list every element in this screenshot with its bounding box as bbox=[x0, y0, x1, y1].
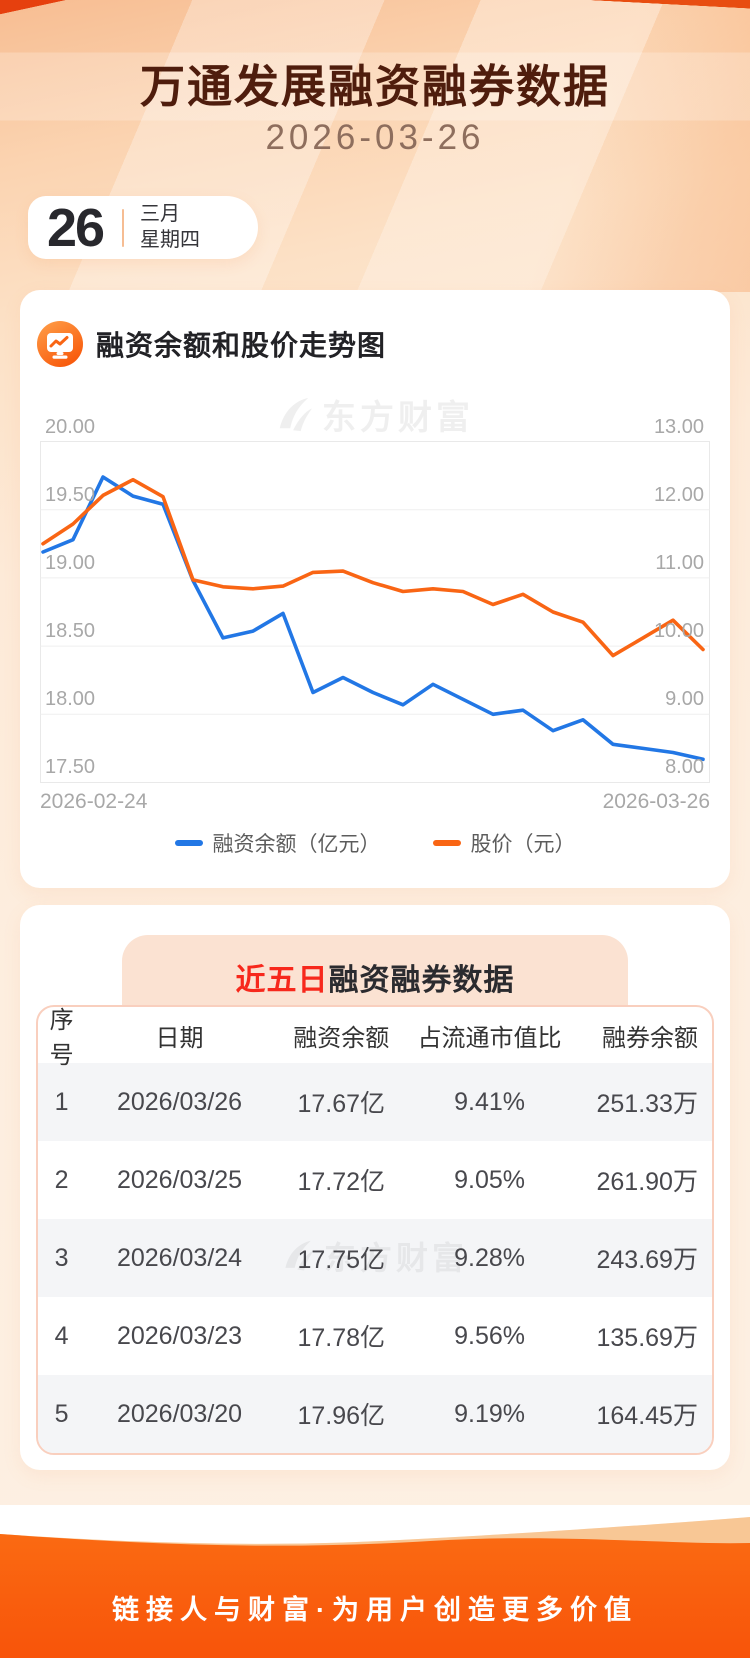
legend-label: 股价（元） bbox=[471, 828, 576, 858]
table-cell: 251.33万 bbox=[570, 1084, 712, 1120]
column-header: 融券余额 bbox=[570, 1018, 712, 1053]
table-row: 42026/03/2317.78亿9.56%135.69万 bbox=[38, 1297, 712, 1375]
y-axis-right-label: 10.00 bbox=[654, 618, 704, 644]
y-axis-left-label: 17.50 bbox=[45, 754, 95, 780]
table-cell: 164.45万 bbox=[570, 1396, 712, 1432]
watermark-chart: 东方财富 bbox=[20, 390, 730, 439]
table-cell: 2026/03/26 bbox=[85, 1088, 274, 1117]
date-card-divider bbox=[122, 209, 124, 247]
trend-chart bbox=[40, 441, 710, 783]
table-cell: 135.69万 bbox=[570, 1318, 712, 1354]
y-axis-right-label: 11.00 bbox=[655, 550, 704, 576]
corner-accent-top-right bbox=[540, 0, 750, 11]
table-cell: 17.72亿 bbox=[274, 1162, 409, 1198]
page-title: 万通发展融资融券数据 bbox=[0, 50, 750, 115]
table-cell: 2026/03/25 bbox=[85, 1166, 274, 1195]
footer: 链接人与财富·为用户创造更多价值 bbox=[0, 1505, 750, 1658]
column-header: 序号 bbox=[38, 1005, 85, 1070]
table-cell: 2026/03/23 bbox=[85, 1322, 274, 1351]
plot-border bbox=[41, 442, 710, 783]
chart-section-title: 融资余额和股价走势图 bbox=[96, 324, 386, 364]
table-cell: 17.96亿 bbox=[274, 1396, 409, 1432]
corner-accent-top-left bbox=[0, 0, 74, 16]
series-line-0 bbox=[43, 477, 703, 759]
table-cell: 9.05% bbox=[409, 1166, 571, 1195]
y-axis-left-label: 18.50 bbox=[45, 618, 95, 644]
table-cell: 17.67亿 bbox=[274, 1084, 409, 1120]
column-header: 占流通市值比 bbox=[409, 1018, 571, 1053]
series-line-1 bbox=[43, 480, 703, 656]
chart-monitor-icon bbox=[37, 321, 83, 367]
y-axis-left-label: 19.00 bbox=[45, 550, 95, 576]
table-header-row: 序号 日期 融资余额 占流通市值比 融券余额 bbox=[38, 1007, 712, 1063]
y-axis-left-label: 19.50 bbox=[45, 482, 95, 508]
table-cell: 17.78亿 bbox=[274, 1318, 409, 1354]
table-row: 32026/03/2417.75亿9.28%243.69万 bbox=[38, 1219, 712, 1297]
date-card-day: 26 bbox=[28, 197, 122, 259]
table-body: 12026/03/2617.67亿9.41%251.33万22026/03/25… bbox=[38, 1063, 712, 1453]
y-axis-right-label: 9.00 bbox=[665, 686, 704, 712]
legend-label: 融资余额（亿元） bbox=[213, 828, 381, 858]
table-cell: 9.28% bbox=[409, 1244, 571, 1273]
table-row: 52026/03/2017.96亿9.19%164.45万 bbox=[38, 1375, 712, 1453]
x-axis-end-label: 2026-03-26 bbox=[603, 790, 710, 814]
footer-slogan: 链接人与财富·为用户创造更多价值 bbox=[0, 1588, 750, 1627]
table-section-title: 近五日融资融券数据 bbox=[122, 955, 628, 999]
table-card: 近五日融资融券数据 序号 日期 融资余额 占流通市值比 融券余额 12026/0… bbox=[20, 905, 730, 1470]
table-row: 12026/03/2617.67亿9.41%251.33万 bbox=[38, 1063, 712, 1141]
y-axis-right-label: 13.00 bbox=[654, 414, 704, 440]
table-cell: 5 bbox=[38, 1400, 85, 1429]
table-cell: 2026/03/24 bbox=[85, 1244, 274, 1273]
table-cell: 2 bbox=[38, 1166, 85, 1195]
y-axis-right-label: 8.00 bbox=[665, 754, 704, 780]
table-row: 22026/03/2517.72亿9.05%261.90万 bbox=[38, 1141, 712, 1219]
table-cell: 1 bbox=[38, 1088, 85, 1117]
y-axis-left-label: 20.00 bbox=[45, 414, 95, 440]
chart-legend: 融资余额（亿元） 股价（元） bbox=[20, 828, 730, 858]
table-cell: 261.90万 bbox=[570, 1162, 712, 1198]
table-title-highlight: 近五日 bbox=[236, 964, 329, 997]
column-header: 日期 bbox=[85, 1018, 274, 1053]
table-title-rest: 融资融券数据 bbox=[329, 964, 515, 997]
column-header: 融资余额 bbox=[274, 1018, 409, 1053]
footer-wave bbox=[0, 1505, 750, 1658]
legend-item-balance[interactable]: 融资余额（亿元） bbox=[175, 828, 381, 858]
table-cell: 4 bbox=[38, 1322, 85, 1351]
margin-data-table: 序号 日期 融资余额 占流通市值比 融券余额 12026/03/2617.67亿… bbox=[36, 1005, 714, 1455]
table-cell: 9.41% bbox=[409, 1088, 571, 1117]
table-cell: 9.19% bbox=[409, 1400, 571, 1429]
y-axis-left-label: 18.00 bbox=[45, 686, 95, 712]
date-card-month: 三月 bbox=[140, 203, 200, 226]
page-date: 2026-03-26 bbox=[0, 118, 750, 158]
table-cell: 2026/03/20 bbox=[85, 1400, 274, 1429]
watermark-logo-icon bbox=[276, 396, 314, 434]
table-cell: 3 bbox=[38, 1244, 85, 1273]
chart-card: 融资余额和股价走势图 东方财富 20.00 19.50 19.00 18.50 … bbox=[20, 290, 730, 888]
legend-dash-orange bbox=[433, 840, 461, 846]
y-axis-right-label: 12.00 bbox=[654, 482, 704, 508]
table-cell: 243.69万 bbox=[570, 1240, 712, 1276]
legend-item-price[interactable]: 股价（元） bbox=[433, 828, 576, 858]
legend-dash-blue bbox=[175, 840, 203, 846]
x-axis-start-label: 2026-02-24 bbox=[40, 790, 147, 814]
table-cell: 17.75亿 bbox=[274, 1240, 409, 1276]
date-card-weekday: 星期四 bbox=[140, 229, 200, 252]
date-card: 26 三月 星期四 bbox=[28, 196, 258, 259]
table-cell: 9.56% bbox=[409, 1322, 571, 1351]
